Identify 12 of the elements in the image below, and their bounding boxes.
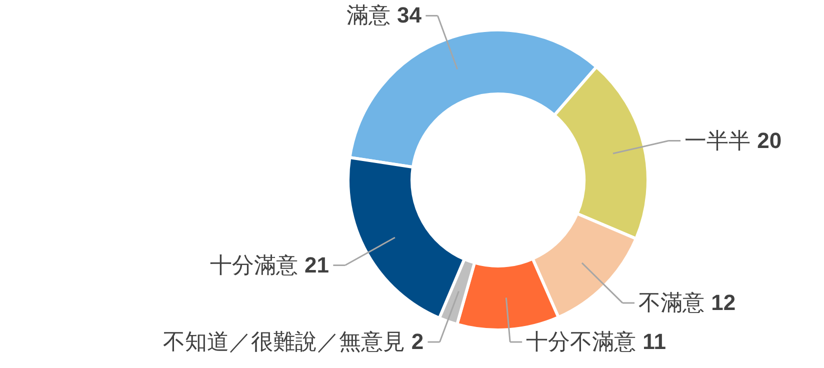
slice-label: 十分不滿意	[526, 329, 636, 354]
slice-label: 一半半	[684, 128, 751, 153]
slice-label: 滿意	[346, 2, 390, 28]
data-label: 34	[397, 2, 422, 28]
data-label: 11	[642, 329, 666, 354]
slice-label: 不滿意	[638, 290, 705, 315]
slice-label: 不知道／很難說／無意見	[162, 329, 405, 354]
slice-label: 十分滿意	[210, 252, 298, 278]
data-label: 12	[711, 290, 736, 315]
data-label: 21	[304, 252, 330, 278]
data-label: 2	[411, 329, 424, 354]
data-label: 20	[757, 128, 782, 153]
